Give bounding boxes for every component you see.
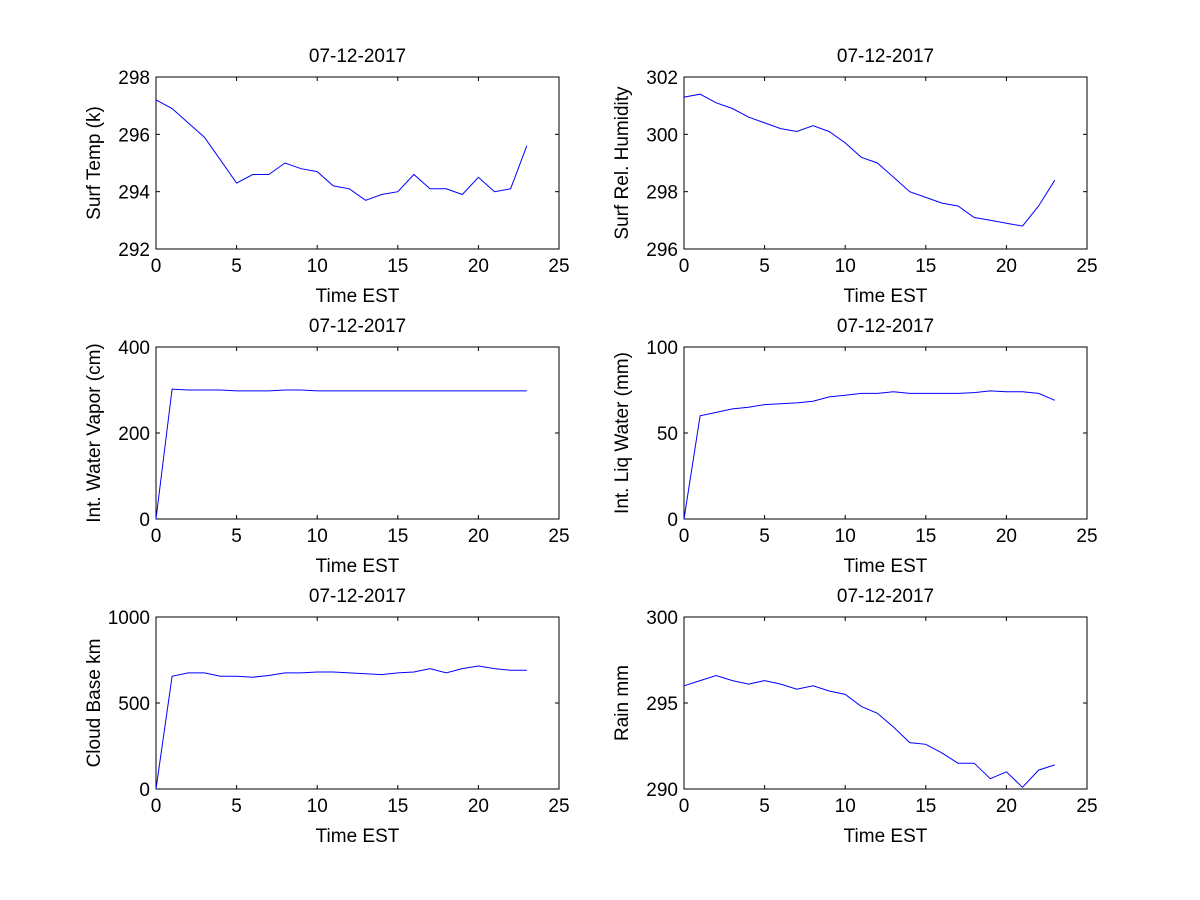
y-tick-label: 0 bbox=[139, 780, 150, 801]
y-tick-label: 290 bbox=[646, 780, 678, 801]
x-tick-label: 5 bbox=[231, 256, 242, 277]
series-line bbox=[155, 665, 527, 790]
y-axis-label: Surf Temp (k) bbox=[84, 106, 105, 220]
y-tick-label: 296 bbox=[118, 125, 150, 146]
y-tick-label: 1000 bbox=[108, 608, 150, 629]
x-tick-label: 15 bbox=[915, 256, 936, 277]
x-axis-label: Time EST bbox=[316, 286, 400, 307]
x-tick-label: 25 bbox=[1076, 256, 1097, 277]
y-axis-label: Int. Water Vapor (cm) bbox=[84, 343, 105, 522]
x-tick-label: 0 bbox=[151, 256, 162, 277]
x-tick-label: 0 bbox=[151, 526, 162, 547]
y-tick-label: 500 bbox=[118, 694, 150, 715]
x-axis-label: Time EST bbox=[316, 826, 400, 847]
x-tick-label: 15 bbox=[387, 526, 408, 547]
x-axis-label: Time EST bbox=[844, 826, 928, 847]
x-tick-label: 10 bbox=[835, 526, 856, 547]
x-tick-label: 20 bbox=[468, 796, 489, 817]
plot-title: 07-12-2017 bbox=[837, 316, 934, 337]
x-tick-label: 10 bbox=[835, 256, 856, 277]
x-tick-label: 5 bbox=[231, 526, 242, 547]
plot-title: 07-12-2017 bbox=[309, 586, 406, 607]
x-tick-label: 25 bbox=[548, 256, 569, 277]
y-tick-label: 302 bbox=[646, 68, 678, 89]
x-tick-label: 10 bbox=[307, 796, 328, 817]
y-tick-label: 400 bbox=[118, 338, 150, 359]
x-tick-label: 5 bbox=[759, 796, 770, 817]
x-tick-label: 10 bbox=[307, 526, 328, 547]
y-tick-label: 300 bbox=[646, 125, 678, 146]
subplot-1: 0 5 10 15 20 25 292 294 296 298 07-12-2017 Time EST… bbox=[84, 46, 570, 307]
x-axis-label: Time EST bbox=[316, 556, 400, 577]
x-tick-label: 5 bbox=[759, 526, 770, 547]
subplot-3: 0 5 10 15 20 25 0 200 400 07-12-2017 Time EST Int. … bbox=[84, 316, 570, 577]
x-tick-label: 20 bbox=[996, 796, 1017, 817]
x-tick-label: 0 bbox=[679, 256, 690, 277]
x-tick-label: 20 bbox=[996, 526, 1017, 547]
y-tick-label: 200 bbox=[118, 424, 150, 445]
y-tick-label: 0 bbox=[667, 510, 678, 531]
x-tick-label: 20 bbox=[468, 526, 489, 547]
plot-title: 07-12-2017 bbox=[309, 46, 406, 67]
series-line bbox=[683, 674, 1055, 789]
x-tick-label: 0 bbox=[679, 526, 690, 547]
series-line bbox=[155, 99, 528, 201]
x-tick-label: 25 bbox=[548, 526, 569, 547]
y-tick-label: 300 bbox=[646, 608, 678, 629]
axes-box bbox=[155, 76, 560, 250]
plot-title: 07-12-2017 bbox=[837, 586, 934, 607]
y-tick-label: 295 bbox=[646, 694, 678, 715]
y-axis-label: Surf Rel. Humidity bbox=[612, 86, 633, 240]
subplot-5: 0 5 10 15 20 25 0 500 1000 07-12-2017 Time EST Clou… bbox=[84, 586, 570, 847]
x-axis-label: Time EST bbox=[844, 286, 928, 307]
y-tick-label: 294 bbox=[118, 183, 150, 204]
y-tick-label: 50 bbox=[657, 424, 678, 445]
x-tick-label: 15 bbox=[387, 796, 408, 817]
y-tick-label: 292 bbox=[118, 240, 150, 261]
axes-box bbox=[155, 346, 560, 520]
x-tick-label: 25 bbox=[548, 796, 569, 817]
y-axis-label: Cloud Base km bbox=[84, 639, 105, 768]
x-tick-label: 25 bbox=[1076, 796, 1097, 817]
x-tick-label: 25 bbox=[1076, 526, 1097, 547]
x-tick-label: 5 bbox=[231, 796, 242, 817]
y-axis-label: Int. Liq Water (mm) bbox=[612, 352, 633, 514]
y-tick-label: 298 bbox=[646, 183, 678, 204]
x-tick-label: 0 bbox=[679, 796, 690, 817]
y-axis-label: Rain mm bbox=[612, 665, 633, 741]
subplot-6: 0 5 10 15 20 25 290 295 300 07-12-2017 Time EST Rai… bbox=[612, 586, 1098, 847]
x-tick-label: 20 bbox=[468, 256, 489, 277]
subplot-4: 0 5 10 15 20 25 0 50 100 07-12-2017 Time EST Int. L… bbox=[612, 316, 1098, 577]
x-tick-label: 15 bbox=[915, 796, 936, 817]
x-tick-label: 15 bbox=[387, 256, 408, 277]
x-tick-label: 10 bbox=[835, 796, 856, 817]
axes-box bbox=[683, 616, 1088, 790]
plot-title: 07-12-2017 bbox=[309, 316, 406, 337]
axes-box bbox=[683, 76, 1088, 250]
axes-box bbox=[683, 346, 1088, 520]
x-tick-label: 0 bbox=[151, 796, 162, 817]
x-tick-label: 15 bbox=[915, 526, 936, 547]
subplot-2: 0 5 10 15 20 25 296 298 300 302 07-12-2017 Time EST… bbox=[612, 46, 1098, 307]
x-axis-label: Time EST bbox=[844, 556, 928, 577]
x-tick-label: 5 bbox=[759, 256, 770, 277]
series-line bbox=[683, 93, 1056, 227]
y-tick-label: 296 bbox=[646, 240, 678, 261]
x-tick-label: 10 bbox=[307, 256, 328, 277]
series-line bbox=[683, 390, 1055, 520]
axes-box bbox=[155, 616, 560, 790]
x-tick-label: 20 bbox=[996, 256, 1017, 277]
y-tick-label: 100 bbox=[646, 338, 678, 359]
series-line bbox=[155, 388, 527, 520]
y-tick-label: 298 bbox=[118, 68, 150, 89]
y-tick-label: 0 bbox=[139, 510, 150, 531]
plot-title: 07-12-2017 bbox=[837, 46, 934, 67]
